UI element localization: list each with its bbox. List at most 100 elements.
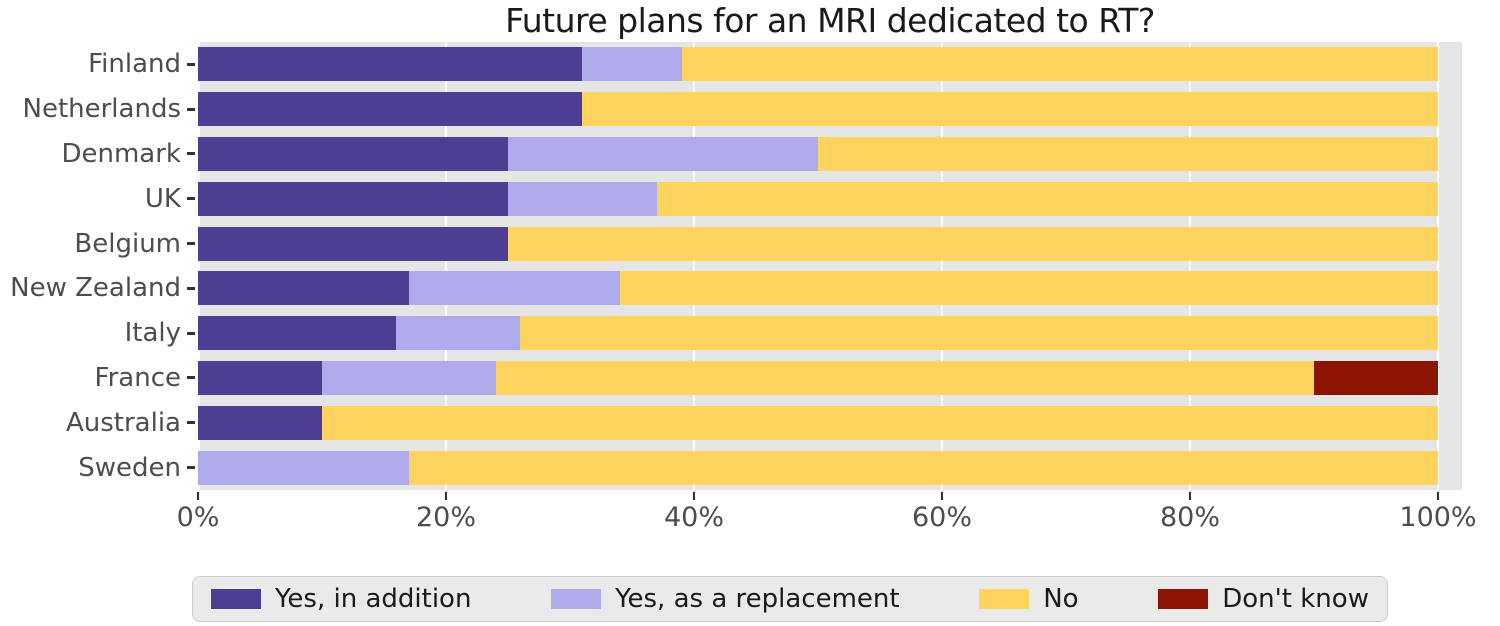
- bar-segment: [1313, 360, 1438, 395]
- y-axis-label: Belgium: [0, 229, 198, 259]
- x-tick-mark: [445, 492, 447, 500]
- stacked-bar: [198, 226, 1438, 261]
- bar-segment: [198, 226, 508, 261]
- gridline: [693, 42, 695, 490]
- y-axis-label: Italy: [0, 318, 198, 348]
- y-tick-mark: [187, 242, 195, 246]
- stacked-bar: [198, 92, 1438, 127]
- x-axis: 0% 20% 40% 60% 80% 100%: [0, 490, 1500, 540]
- bar-row: Denmark: [0, 132, 1500, 177]
- legend: Yes, in addition Yes, as a replacement No D…: [192, 576, 1388, 622]
- legend-item: No: [979, 584, 1079, 614]
- y-axis-label-text: Netherlands: [22, 94, 182, 125]
- y-axis-label-text: Denmark: [61, 138, 181, 169]
- x-axis-tick-label: 20%: [415, 502, 476, 533]
- bar-segment: [408, 271, 620, 306]
- y-axis-label-text: Sweden: [78, 452, 181, 483]
- bar-segment: [198, 316, 397, 351]
- y-tick-mark: [187, 286, 195, 290]
- x-axis-tick-label: 80%: [1159, 502, 1220, 533]
- legend-item: Yes, as a replacement: [551, 584, 900, 614]
- y-axis-label-text: Belgium: [74, 228, 181, 259]
- y-axis-label: France: [0, 363, 198, 393]
- bar-row: Sweden: [0, 445, 1500, 490]
- stacked-bar: [198, 136, 1438, 171]
- bar-segment: [582, 47, 682, 82]
- bar-segment: [322, 405, 1438, 440]
- page-title: Future plans for an MRI dedicated to RT?: [505, 1, 1155, 40]
- bar-row: Belgium: [0, 221, 1500, 266]
- bar-segment: [198, 136, 508, 171]
- bar-rows: Finland Netherlands Denmark UK Belgium New Ze…: [0, 42, 1500, 490]
- bar-row: New Zealand: [0, 266, 1500, 311]
- x-tick-mark: [1189, 492, 1191, 500]
- x-tick-mark: [1437, 492, 1439, 500]
- x-axis-tick-label: 100%: [1399, 502, 1477, 533]
- bar-segment: [322, 360, 496, 395]
- gridline: [198, 42, 200, 490]
- x-axis-tick-label: 0%: [176, 502, 220, 533]
- y-axis-label-text: UK: [144, 183, 181, 214]
- y-axis-label: UK: [0, 184, 198, 214]
- legend-label: Yes, as a replacement: [615, 584, 900, 614]
- legend-label: No: [1043, 584, 1079, 614]
- y-tick-mark: [187, 197, 195, 201]
- bar-segment: [198, 271, 409, 306]
- bar-segment: [818, 136, 1438, 171]
- legend-swatch: [1158, 589, 1209, 609]
- x-tick-mark: [197, 492, 199, 500]
- bar-segment: [198, 92, 583, 127]
- legend-label: Yes, in addition: [275, 584, 472, 614]
- stacked-bar: [198, 271, 1438, 306]
- bar-row: Australia: [0, 400, 1500, 445]
- x-tick-mark: [693, 492, 695, 500]
- bar-segment: [508, 181, 657, 216]
- bar-segment: [520, 316, 1438, 351]
- stacked-bar: [198, 47, 1438, 82]
- bar-segment: [198, 360, 322, 395]
- bar-segment: [656, 181, 1438, 216]
- bar-segment: [198, 405, 322, 440]
- bar-segment: [495, 360, 1314, 395]
- y-tick-mark: [187, 152, 195, 156]
- bar-segment: [508, 136, 818, 171]
- y-axis-label-text: France: [94, 362, 181, 393]
- stacked-bar: [198, 360, 1438, 395]
- y-axis-label: New Zealand: [0, 273, 198, 303]
- y-axis-label-text: Italy: [124, 318, 181, 349]
- legend-label: Don't know: [1222, 584, 1369, 614]
- legend-swatch: [211, 589, 261, 609]
- x-tick-mark: [941, 492, 943, 500]
- y-axis-label: Finland: [0, 49, 198, 79]
- y-tick-mark: [187, 331, 195, 335]
- y-axis-label: Sweden: [0, 453, 198, 483]
- stacked-bar: [198, 405, 1438, 440]
- stacked-bar: [198, 181, 1438, 216]
- stacked-bar: [198, 450, 1438, 485]
- y-axis-label-text: Australia: [65, 407, 181, 438]
- bar-row: France: [0, 356, 1500, 401]
- bar-segment: [408, 450, 1438, 485]
- y-axis-label: Australia: [0, 408, 198, 438]
- bar-segment: [396, 316, 521, 351]
- gridline: [1437, 42, 1439, 490]
- legend-swatch: [551, 589, 602, 609]
- y-axis-label: Netherlands: [0, 94, 198, 124]
- y-tick-mark: [187, 107, 195, 111]
- y-tick-mark: [187, 421, 195, 425]
- bar-segment: [508, 226, 1438, 261]
- y-tick-mark: [187, 466, 195, 470]
- bar-segment: [198, 47, 583, 82]
- bar-segment: [198, 181, 508, 216]
- x-axis-tick-label: 40%: [663, 502, 724, 533]
- bar-segment: [582, 92, 1438, 127]
- bar-segment: [198, 450, 409, 485]
- bar-row: UK: [0, 176, 1500, 221]
- gridline: [445, 42, 447, 490]
- y-axis-label: Denmark: [0, 139, 198, 169]
- y-tick-mark: [187, 62, 195, 66]
- stacked-bar: [198, 316, 1438, 351]
- bar-segment: [681, 47, 1438, 82]
- y-tick-mark: [187, 376, 195, 380]
